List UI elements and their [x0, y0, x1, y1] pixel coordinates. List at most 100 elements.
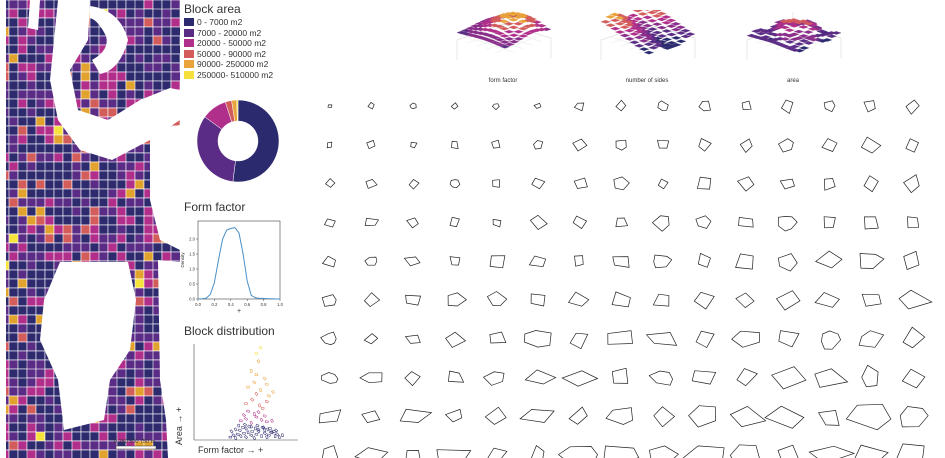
- scatter-point: [254, 426, 257, 431]
- map-block: [26, 62, 37, 73]
- y-tick-label: 0.0: [189, 297, 195, 302]
- scatter-point: [250, 430, 254, 433]
- block-shape: [530, 293, 546, 307]
- scatter-point: [280, 433, 284, 438]
- map-block: [17, 188, 28, 199]
- surface-gridline: [493, 27, 542, 42]
- block-shape: [824, 178, 836, 191]
- block-shape: [645, 332, 678, 346]
- surface-facet: [661, 37, 673, 42]
- block-shape: [573, 102, 585, 112]
- block-shape: [367, 101, 375, 110]
- map-block: [98, 206, 109, 217]
- surface-facet: [775, 42, 786, 47]
- map-block: [134, 296, 145, 307]
- surface-facet: [675, 31, 687, 35]
- map-block: [143, 80, 154, 91]
- block-shape: [899, 406, 929, 428]
- map-block: [125, 233, 136, 244]
- block-shape: [406, 217, 419, 229]
- surface-facet: [774, 22, 785, 27]
- map-block: [44, 44, 55, 55]
- map-block: [107, 71, 118, 82]
- surface-facet: [508, 33, 520, 38]
- map-block: [89, 224, 100, 235]
- map-block: [44, 440, 55, 451]
- scatter-point: [246, 386, 250, 389]
- surface-gridline: [495, 35, 542, 53]
- number-of-sides-surface: number of sides: [600, 10, 696, 84]
- map-block: [17, 260, 28, 271]
- map-block: [26, 305, 37, 316]
- map-block: [107, 80, 118, 91]
- map-block: [161, 44, 172, 55]
- map-block: [134, 17, 145, 28]
- scatter-point: [277, 435, 281, 440]
- surface-facet: [798, 34, 809, 38]
- map-block: [44, 8, 55, 19]
- map-block: [170, 8, 180, 19]
- surface-facet: [628, 26, 640, 30]
- surface-facet: [517, 26, 529, 31]
- map-block: [62, 215, 73, 226]
- map-block: [17, 269, 28, 280]
- map-block: [35, 386, 46, 397]
- surface-facet: [634, 43, 645, 48]
- map-block: [107, 188, 118, 199]
- block-shape: [557, 446, 598, 458]
- surface-facet: [665, 18, 677, 23]
- block-shape: [366, 139, 376, 150]
- surface-facet: [826, 34, 837, 38]
- map-block: [44, 260, 55, 271]
- map-block: [53, 242, 64, 253]
- map-block: [143, 413, 154, 424]
- scatter-point: [264, 382, 269, 386]
- map-block: [71, 224, 82, 235]
- map-block: [53, 179, 64, 190]
- surface-facet: [794, 42, 805, 46]
- map-block: [143, 368, 154, 379]
- void-shape: [28, 0, 40, 30]
- surface-facet: [632, 17, 644, 21]
- surface-facet: [609, 18, 621, 23]
- map-block: [26, 341, 37, 352]
- legend-item: 7000 - 20000 m2: [184, 28, 273, 39]
- map-block: [71, 206, 82, 217]
- map-block: [170, 0, 180, 10]
- map-block: [170, 62, 180, 73]
- surface-facet: [671, 36, 682, 40]
- scatter-point: [244, 435, 248, 440]
- surface-facet: [685, 32, 696, 36]
- map-block: [116, 179, 127, 190]
- block-shape: [326, 141, 333, 149]
- map-block: [26, 323, 37, 334]
- surface-facet: [784, 19, 795, 24]
- map-block: [80, 53, 91, 64]
- map-block: [170, 53, 180, 64]
- scatter-point: [237, 423, 240, 428]
- surface-facet: [643, 36, 654, 41]
- map-block: [170, 26, 180, 37]
- scatter-point: [238, 434, 243, 439]
- x-tick-label: 1.0: [277, 302, 283, 307]
- surface-facet: [605, 15, 616, 19]
- block-shape: [861, 364, 879, 388]
- surface-facet: [605, 23, 616, 27]
- scatter-point: [260, 434, 263, 438]
- map-block: [62, 251, 73, 262]
- scatter-point: [250, 397, 255, 402]
- map-block: [170, 251, 180, 262]
- block-shape: [533, 140, 544, 150]
- map-block: [152, 404, 163, 415]
- map-block: [8, 332, 19, 343]
- block-shape: [739, 138, 753, 153]
- surface-facet: [803, 41, 814, 45]
- block-shape: [657, 100, 669, 112]
- scatter-point: [249, 369, 253, 373]
- map-block: [98, 251, 109, 262]
- surface-facet: [760, 29, 771, 34]
- scatter-point: [242, 431, 246, 435]
- map-block: [35, 170, 46, 181]
- surface-facet: [504, 42, 515, 47]
- map-block: [89, 89, 100, 100]
